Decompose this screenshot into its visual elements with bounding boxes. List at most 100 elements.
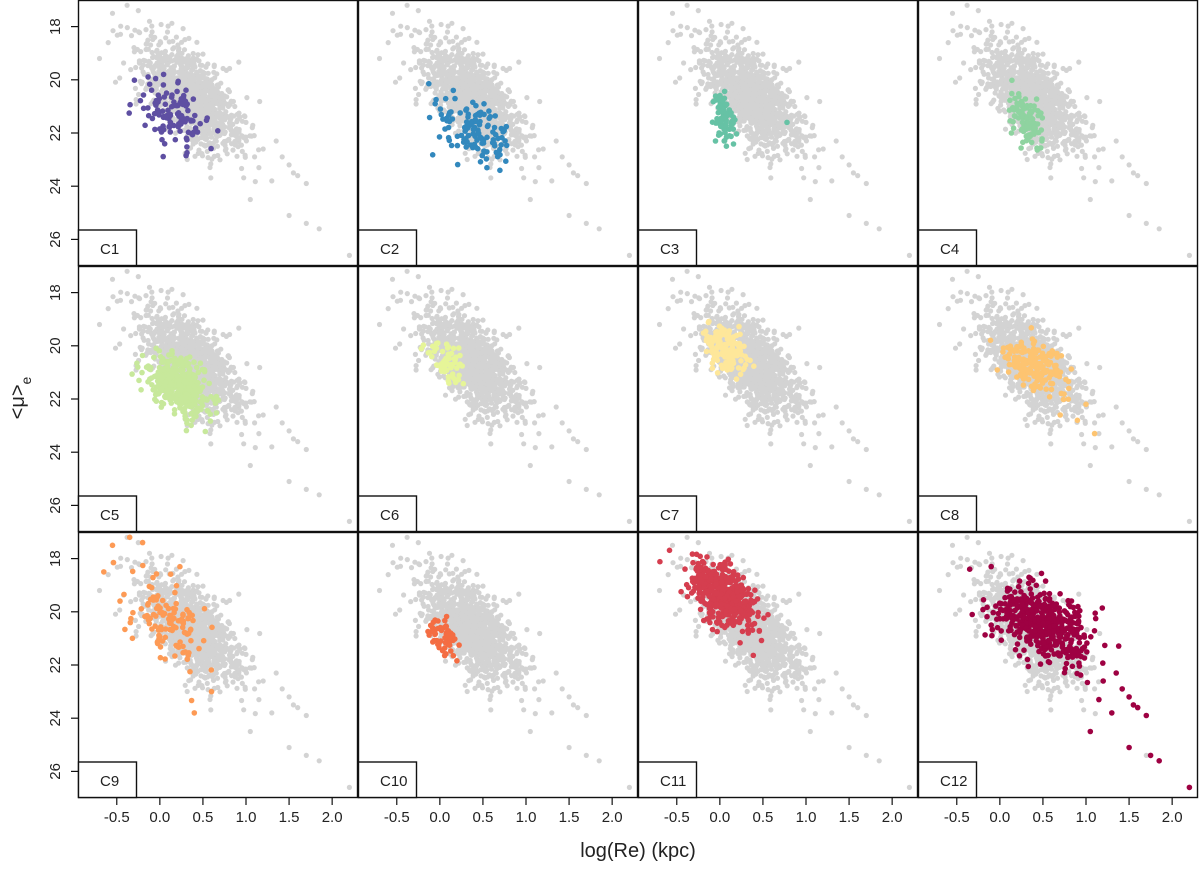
background-point [470, 93, 476, 99]
background-point [1040, 96, 1046, 102]
background-point [1026, 35, 1032, 42]
background-point [1092, 154, 1098, 160]
background-point [469, 80, 475, 86]
cluster-point [1010, 125, 1017, 131]
background-point [1002, 126, 1009, 132]
background-point [739, 39, 745, 45]
background-point [492, 75, 498, 81]
background-point [456, 104, 463, 110]
background-point [977, 30, 983, 36]
cluster-point [497, 146, 503, 153]
background-point [1063, 146, 1069, 152]
cluster-point [426, 80, 432, 87]
background-point [471, 83, 477, 90]
background-point [185, 64, 191, 70]
background-point [788, 125, 794, 131]
background-point [109, 10, 116, 16]
background-point [998, 40, 1004, 46]
background-point [105, 40, 111, 46]
background-point [700, 62, 706, 68]
background-point [510, 98, 516, 105]
cluster-points-c1 [126, 71, 221, 160]
background-point [980, 62, 986, 68]
background-point [989, 23, 995, 29]
background-point [295, 173, 301, 179]
background-point [626, 252, 633, 258]
background-point [1043, 83, 1049, 89]
background-point [502, 101, 508, 107]
background-point [445, 100, 452, 106]
background-point [1019, 50, 1025, 56]
cluster-point [723, 110, 729, 116]
background-point [1020, 84, 1026, 91]
background-point [449, 52, 455, 58]
cluster-point [722, 101, 729, 107]
background-point [906, 252, 913, 258]
cluster-point [126, 110, 132, 116]
background-point [450, 38, 456, 44]
background-point [760, 96, 766, 102]
background-point [990, 36, 996, 43]
background-point [1072, 103, 1078, 110]
background-point [456, 128, 462, 134]
cluster-point [481, 111, 487, 118]
background-point [462, 150, 468, 156]
cluster-point [474, 111, 481, 118]
cluster-point [1011, 113, 1018, 119]
cluster-point [471, 141, 478, 148]
background-point [169, 20, 175, 26]
background-point [209, 113, 215, 119]
cluster-point [728, 110, 734, 116]
cluster-point [463, 119, 470, 125]
background-point [978, 49, 984, 55]
background-point [1035, 74, 1041, 81]
background-point [803, 119, 809, 125]
background-point [1049, 82, 1055, 88]
background-point [731, 45, 737, 51]
background-point [733, 34, 740, 40]
background-point [804, 95, 810, 101]
background-point [215, 152, 221, 159]
background-point [759, 123, 766, 130]
background-point [773, 127, 779, 133]
background-point [794, 153, 800, 159]
background-point [491, 69, 497, 75]
background-point [243, 138, 249, 144]
background-point [722, 77, 728, 83]
background-point [833, 138, 839, 144]
background-point [223, 146, 229, 152]
background-point [1022, 150, 1028, 156]
cluster-point [1034, 145, 1040, 151]
y-tick-label: 22 [47, 125, 64, 142]
background-point [990, 54, 996, 61]
background-point [205, 70, 211, 76]
background-point [346, 252, 352, 258]
background-point [757, 89, 764, 95]
background-point [1074, 153, 1080, 159]
background-point [472, 64, 478, 70]
background-point [390, 28, 396, 34]
background-point [1079, 148, 1085, 154]
background-point [243, 119, 249, 125]
background-point [537, 98, 543, 105]
background-point [1186, 252, 1192, 258]
background-point [164, 29, 171, 35]
background-point [1045, 70, 1051, 76]
background-point [203, 83, 209, 89]
background-point [195, 136, 201, 142]
background-point [465, 53, 471, 59]
cluster-point [188, 117, 194, 123]
background-point [817, 98, 823, 105]
background-point [486, 89, 493, 95]
background-point [495, 84, 501, 90]
background-point [678, 23, 684, 29]
background-point [532, 179, 538, 185]
cluster-point [730, 120, 736, 126]
background-point [803, 138, 810, 144]
cluster-point [180, 115, 186, 122]
background-point [150, 68, 156, 74]
background-point [754, 39, 760, 45]
cluster-point [178, 96, 185, 102]
background-point [1060, 129, 1066, 135]
background-point [229, 141, 235, 147]
